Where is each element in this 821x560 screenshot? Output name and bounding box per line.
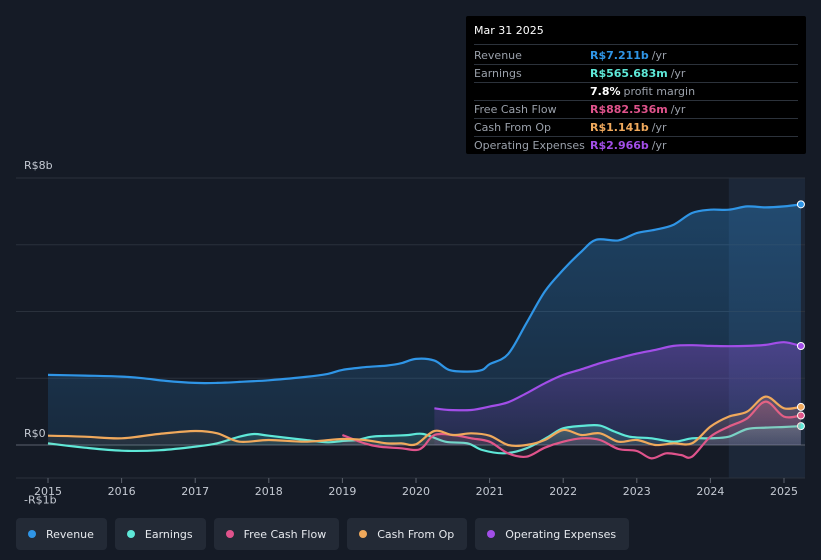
legend-dot-icon: [487, 530, 496, 538]
tooltip-row-label: Revenue: [474, 49, 522, 62]
tooltip-row-value: R$565.683m: [590, 67, 668, 80]
tooltip-row: Cash From Op R$1.141b/yr: [474, 119, 798, 137]
tooltip-row-label: Free Cash Flow: [474, 103, 557, 116]
tooltip-row: Revenue R$7.211b/yr: [474, 47, 798, 65]
x-tick-label: 2024: [696, 485, 724, 498]
legend-dot-icon: [28, 530, 36, 538]
series-area-operating-expenses: [434, 342, 801, 445]
legend-label: Cash From Op: [377, 527, 455, 541]
tooltip-row-label: [474, 83, 590, 100]
legend-item-revenue[interactable]: Revenue: [16, 518, 107, 550]
x-tick-label: 2019: [328, 485, 356, 498]
series-line-operating-expenses: [434, 341, 802, 412]
x-tick-label: 2020: [402, 485, 430, 498]
y-tick-label: R$0: [24, 427, 46, 440]
tooltip-panel: Mar 31 2025 Revenue R$7.211b/yr Earnings R$…: [466, 16, 806, 154]
y-axis: R$8b R$0 -R$1b: [24, 159, 57, 506]
series-line-revenue: [47, 203, 802, 385]
x-tick-label: 2018: [255, 485, 283, 498]
tooltip-row-label: Operating Expenses: [474, 139, 585, 152]
series-cash-from-op: [47, 395, 805, 448]
legend-item-earnings[interactable]: Earnings: [114, 518, 206, 550]
series-area-cash-from-op: [48, 396, 801, 446]
x-axis: 2015 2016 2017 2018 2019 2020 2021 2022 2023 2024…: [34, 478, 798, 498]
tooltip-row-unit: /yr: [670, 67, 686, 80]
tooltip-row-unit: /yr: [670, 103, 686, 116]
legend-label: Operating Expenses: [505, 527, 617, 541]
legend: Revenue Earnings Free Cash Flow Cash From O…: [16, 518, 630, 550]
x-tick-label: 2016: [108, 485, 136, 498]
x-tick-label: 2022: [549, 485, 577, 498]
legend-dot-icon: [126, 530, 135, 538]
tooltip-row-unit: /yr: [651, 49, 667, 62]
tooltip-row-value: R$2.966b: [590, 139, 649, 152]
legend-label: Free Cash Flow: [243, 527, 327, 541]
legend-dot-icon: [225, 530, 234, 538]
legend-label: Revenue: [46, 527, 94, 541]
legend-dot-icon: [359, 530, 368, 538]
tooltip-row-label: Cash From Op: [474, 121, 552, 134]
x-tick-label: 2025: [770, 485, 798, 498]
series-endpoint-operating-expenses: [796, 342, 805, 351]
tooltip-row: Operating Expenses R$2.966b/yr: [474, 137, 798, 154]
x-tick-label: 2023: [623, 485, 651, 498]
tooltip-row: Free Cash Flow R$882.536m/yr: [474, 101, 798, 119]
series-line-cash-from-op: [47, 395, 802, 448]
legend-item-operating-expenses[interactable]: Operating Expenses: [475, 518, 630, 550]
series-operating-expenses: [434, 341, 805, 445]
y-tick-label: -R$1b: [24, 493, 57, 506]
x-tick-label: 2021: [476, 485, 504, 498]
series-endpoint-revenue: [796, 200, 805, 209]
legend-item-free-cash-flow[interactable]: Free Cash Flow: [213, 518, 340, 550]
tooltip-row-label: Earnings: [474, 67, 522, 80]
series-layer: [47, 200, 805, 460]
tooltip-row-unit: profit margin: [623, 85, 696, 98]
x-tick-label: 2017: [181, 485, 209, 498]
tooltip-row: 7.8% profit margin: [474, 83, 798, 101]
tooltip-row-unit: /yr: [651, 139, 667, 152]
tooltip-row-value: R$882.536m: [590, 103, 668, 116]
tooltip-date: Mar 31 2025: [474, 24, 798, 45]
legend-label: Earnings: [144, 527, 193, 541]
tooltip-row-value: R$7.211b: [590, 49, 649, 62]
tooltip-row-unit: /yr: [651, 121, 667, 134]
x-tick-label: 2015: [34, 485, 62, 498]
legend-item-cash-from-op[interactable]: Cash From Op: [347, 518, 468, 550]
tooltip-row-value: R$1.141b: [590, 121, 649, 134]
y-tick-label: R$8b: [24, 159, 53, 172]
tooltip-row: Earnings R$565.683m/yr: [474, 65, 798, 83]
series-endpoint-cash-from-op: [796, 402, 805, 411]
tooltip-row-value: 7.8%: [590, 85, 621, 98]
